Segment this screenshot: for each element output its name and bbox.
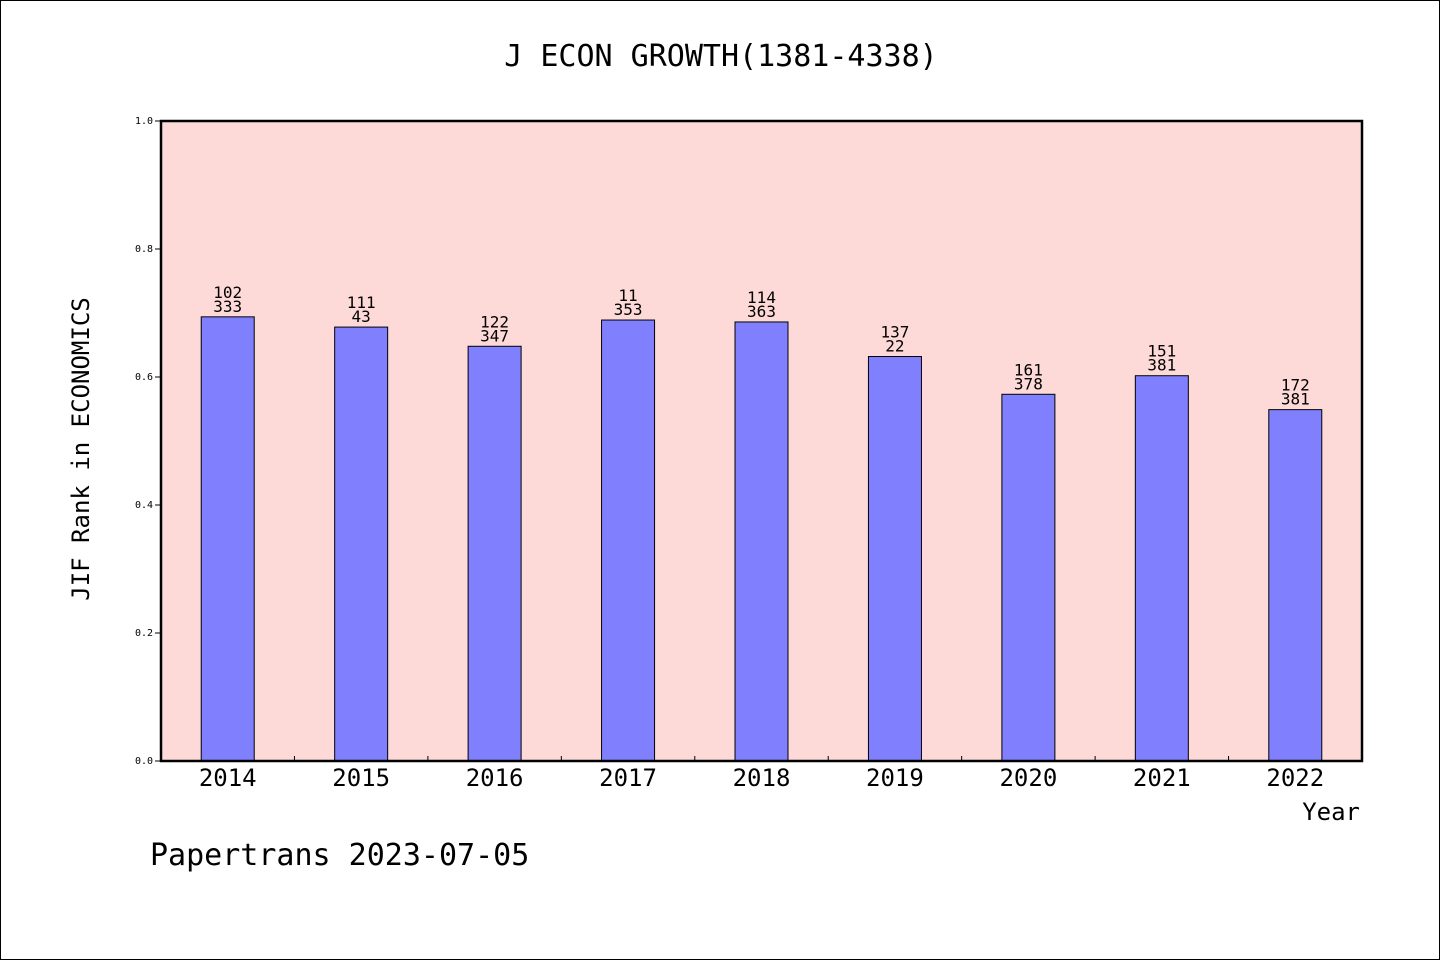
bar <box>200 316 255 762</box>
bar-label-bottom: 43 <box>352 307 371 326</box>
x-axis-label: Year <box>1302 798 1360 826</box>
bar <box>467 345 522 762</box>
x-tick-label: 2017 <box>599 764 657 792</box>
bar <box>734 321 789 762</box>
x-tick-label: 2018 <box>733 764 791 792</box>
bar-label-top: 161 <box>1014 360 1043 379</box>
bar <box>334 326 389 762</box>
y-axis-label: JIF Rank in ECONOMICS <box>67 297 95 600</box>
bar-label-top: 111 <box>347 293 376 312</box>
x-tick-label: 2019 <box>866 764 924 792</box>
footer-credit: Papertrans 2023-07-05 <box>150 838 529 873</box>
bar-label-bottom: 378 <box>1014 374 1043 393</box>
y-tick-label: 0.0 <box>135 756 153 767</box>
x-tick-label: 2020 <box>999 764 1057 792</box>
bar-label-bottom: 333 <box>213 297 242 316</box>
y-tick-label: 0.2 <box>135 628 153 639</box>
bar <box>1001 393 1056 762</box>
chart-title: J ECON GROWTH(1381-4338) <box>504 39 937 74</box>
bar-label-top: 151 <box>1147 342 1176 361</box>
plot-border <box>159 119 1364 763</box>
bar-label-bottom: 381 <box>1147 356 1176 375</box>
bars <box>200 316 1323 762</box>
bar-label-top: 114 <box>747 288 776 307</box>
bar-label-top: 172 <box>1281 376 1310 395</box>
bar-label-top: 137 <box>880 323 909 342</box>
x-tick-label: 2015 <box>332 764 390 792</box>
y-tick-label: 0.6 <box>135 372 153 383</box>
bar-label-top: 122 <box>480 312 509 331</box>
bar-label-bottom: 381 <box>1281 390 1310 409</box>
x-tick-label: 2014 <box>199 764 257 792</box>
y-axis: 0.0 0.2 0.4 0.6 0.8 1.0 <box>135 116 161 767</box>
y-tick-label: 0.4 <box>135 500 153 511</box>
x-tick-label: 2021 <box>1133 764 1191 792</box>
x-tick-label: 2022 <box>1266 764 1324 792</box>
bar <box>1134 375 1189 762</box>
bar-label-bottom: 22 <box>885 337 904 356</box>
x-axis: 2014 2015 2016 2017 2018 2019 2020 2021 2022 <box>199 756 1324 792</box>
bar-label-bottom: 353 <box>614 300 643 319</box>
y-tick-label: 0.8 <box>135 244 153 255</box>
bar-label-top: 102 <box>213 283 242 302</box>
bar <box>867 356 922 762</box>
bar <box>601 319 656 762</box>
bar-label-bottom: 363 <box>747 302 776 321</box>
bar-label-bottom: 347 <box>480 326 509 345</box>
bar-label-top: 11 <box>618 286 637 305</box>
bar <box>1268 409 1323 762</box>
y-tick-label: 1.0 <box>135 116 153 127</box>
x-tick-label: 2016 <box>466 764 524 792</box>
